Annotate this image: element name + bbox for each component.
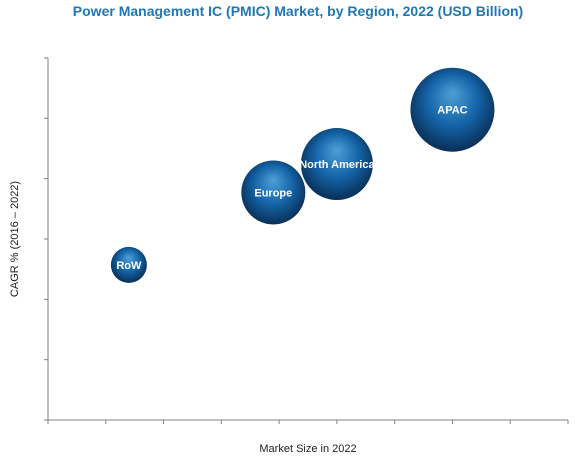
bubble-label-europe: Europe	[254, 187, 292, 199]
bubble-circle-europe	[241, 160, 306, 225]
bubble-label-north-america: North America	[299, 159, 375, 171]
bubble-label-row: RoW	[116, 260, 142, 272]
bubble-circle-north-america	[300, 128, 373, 201]
bubble-north-america: North America	[299, 128, 375, 201]
bubble-europe: Europe	[241, 160, 306, 225]
y-axis	[44, 57, 49, 421]
bubble-apac: APAC	[410, 67, 495, 152]
x-axis	[47, 419, 569, 424]
bubble-circle-apac	[410, 67, 495, 152]
bubble-label-apac: APAC	[437, 105, 467, 117]
y-axis-label: CAGR % (2016 – 2022)	[9, 181, 21, 297]
bubble-circle-row	[110, 246, 147, 283]
x-axis-label: Market Size in 2022	[259, 443, 356, 455]
chart-title: Power Management IC (PMIC) Market, by Re…	[73, 3, 523, 19]
bubble-row: RoW	[110, 246, 147, 283]
bubble-layer: RoW Europe North America APAC	[110, 67, 495, 283]
